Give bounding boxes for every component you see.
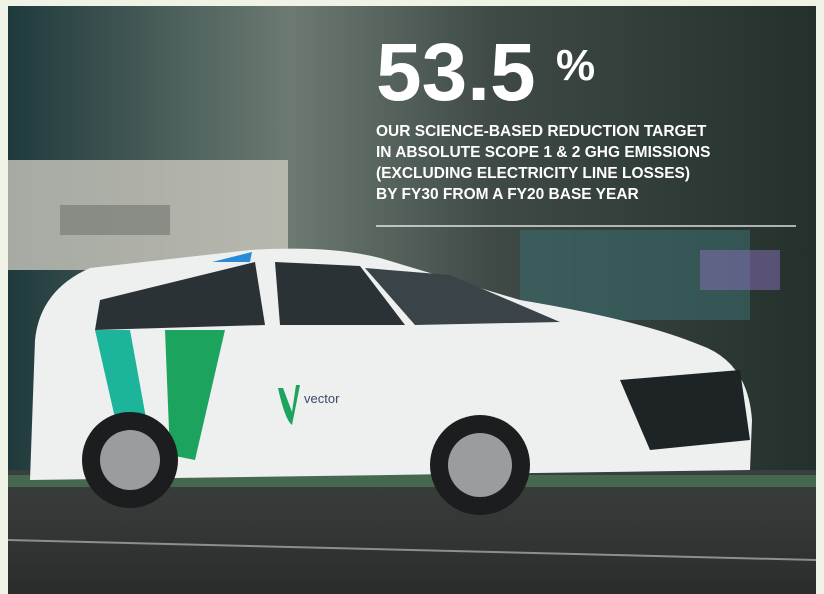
- headline-number: 53.5: [376, 27, 536, 118]
- description-line: (EXCLUDING ELECTRICITY LINE LOSSES): [376, 165, 690, 182]
- car-logo: vector: [304, 391, 340, 406]
- description-line: BY FY30 FROM A FY20 BASE YEAR: [376, 186, 639, 203]
- headline-unit: %: [556, 41, 595, 90]
- photo-card: vector 53.5 % OUR SCIENCE-BASED REDUCTIO…: [0, 0, 824, 594]
- page: vector 53.5 % OUR SCIENCE-BASED REDUCTIO…: [0, 0, 824, 594]
- description-line: OUR SCIENCE-BASED REDUCTION TARGET: [376, 123, 707, 140]
- description-line: IN ABSOLUTE SCOPE 1 & 2 GHG EMISSIONS: [376, 144, 710, 161]
